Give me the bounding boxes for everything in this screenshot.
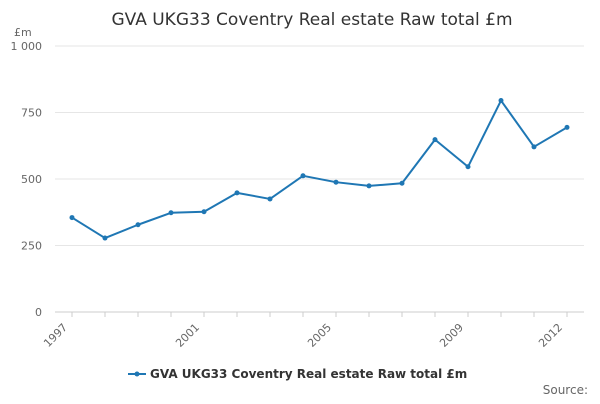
source-label: Source: <box>543 383 588 397</box>
x-tick-label: 1997 <box>41 321 70 350</box>
legend-marker <box>134 371 140 377</box>
y-tick-label: 500 <box>21 173 42 186</box>
data-point <box>498 98 504 104</box>
data-point <box>267 196 273 202</box>
data-point <box>432 137 438 143</box>
data-point <box>300 173 306 179</box>
data-point <box>399 180 405 186</box>
x-tick-label: 2012 <box>536 321 565 350</box>
data-point <box>531 144 537 150</box>
y-axis: 0 250 500 750 1 000 <box>11 40 43 319</box>
data-point <box>102 235 108 241</box>
legend-label: GVA UKG33 Coventry Real estate Raw total… <box>150 367 467 381</box>
x-axis: 1997 2001 2005 2009 2012 <box>41 312 568 350</box>
data-point <box>465 164 471 170</box>
data-point <box>69 215 75 221</box>
y-tick-label: 0 <box>35 306 42 319</box>
y-tick-label: 250 <box>21 240 42 253</box>
x-tick-label: 2005 <box>305 321 334 350</box>
series-line <box>71 99 568 240</box>
data-point <box>168 210 174 216</box>
series-layer <box>69 98 570 241</box>
y-axis-unit-label: £m <box>14 26 32 39</box>
data-point <box>135 222 141 228</box>
y-tick-label: 750 <box>21 107 42 120</box>
data-point <box>366 183 372 189</box>
y-tick-label: 1 000 <box>11 40 43 53</box>
data-point <box>201 209 207 215</box>
chart-title: GVA UKG33 Coventry Real estate Raw total… <box>111 10 512 30</box>
x-tick-label: 2009 <box>437 321 466 350</box>
data-point <box>564 124 570 130</box>
legend[interactable]: GVA UKG33 Coventry Real estate Raw total… <box>128 367 467 381</box>
data-point <box>333 179 339 185</box>
x-tick-label: 2001 <box>173 321 202 350</box>
data-point <box>234 190 240 196</box>
